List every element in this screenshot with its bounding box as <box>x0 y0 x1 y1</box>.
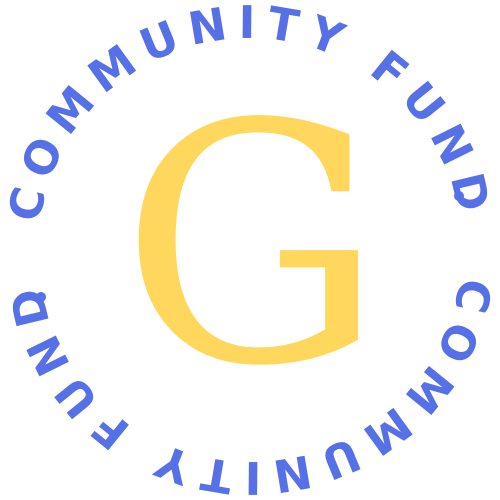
left-separator-dot <box>36 292 46 302</box>
monogram-letter: G <box>120 54 384 438</box>
right-separator-dot <box>454 191 464 201</box>
